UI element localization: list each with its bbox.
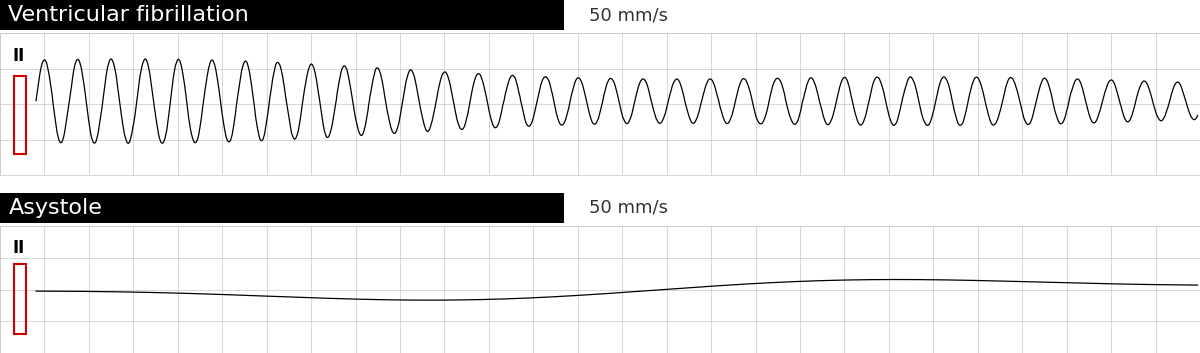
- Text: Ventricular fibrillation: Ventricular fibrillation: [8, 5, 250, 25]
- Text: II: II: [12, 47, 24, 65]
- Text: 50 mm/s: 50 mm/s: [589, 6, 668, 24]
- Text: 50 mm/s: 50 mm/s: [589, 199, 668, 217]
- Text: II: II: [12, 239, 24, 257]
- Text: Asystole: Asystole: [8, 198, 102, 218]
